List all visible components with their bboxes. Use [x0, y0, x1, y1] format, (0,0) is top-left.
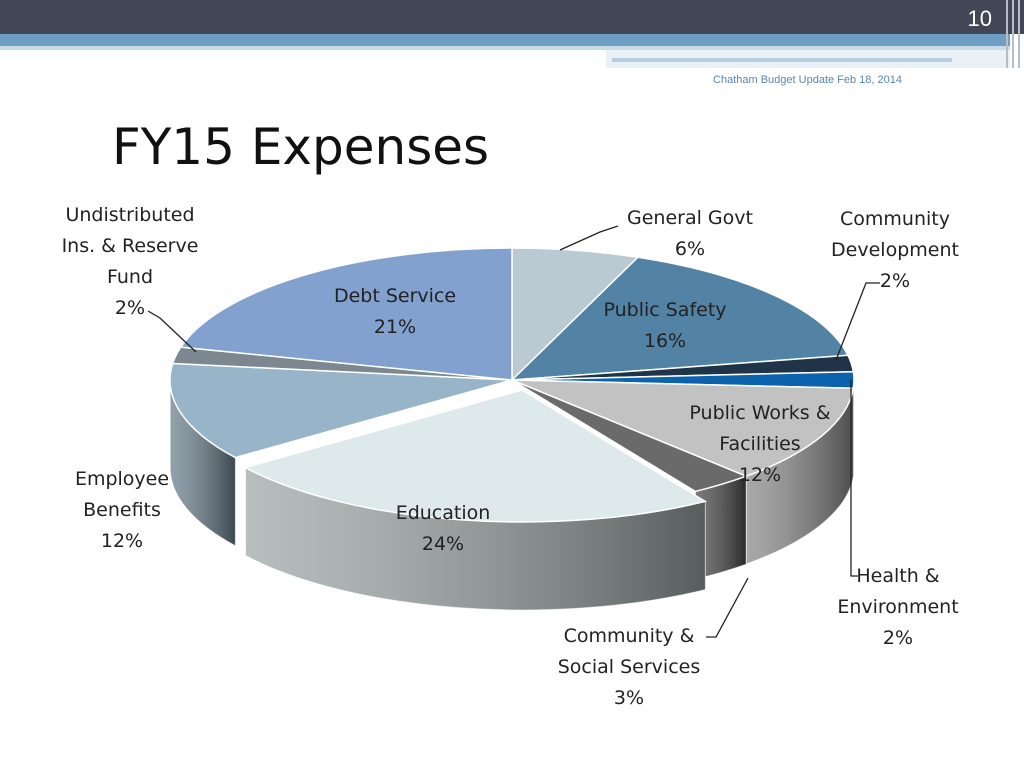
data-label-public-safety: Public Safety 16% [603, 299, 726, 352]
pie-slice-employee-benefits [169, 362, 513, 459]
data-label-community-development: Community Development 2% [831, 208, 959, 292]
pie-slice-community-and-social-services [511, 379, 749, 493]
leader-line-health-and-environment [850, 380, 858, 577]
slide-subtitle: Chatham Budget Update Feb 18, 2014 [713, 74, 902, 86]
pie-slice-public-safety [510, 256, 850, 381]
corner-rule [1006, 0, 1008, 68]
accent-band-stripe [612, 58, 952, 62]
data-label-general-govt: General Govt 6% [627, 207, 753, 260]
data-label-public-works-and-facilities: Public Works & Facilities 12% [689, 402, 830, 486]
data-label-health-and-environment: Health & Environment 2% [837, 565, 958, 649]
accent-band-pale [606, 50, 1010, 68]
leader-line-undistributed-ins-and-reserve-fund [147, 310, 197, 353]
header-bar [0, 0, 1024, 34]
data-label-debt-service: Debt Service 21% [334, 285, 456, 338]
slice-side-shade [245, 467, 706, 611]
data-label-education: Education 24% [396, 502, 491, 555]
leader-line-general-govt [559, 225, 619, 251]
data-label-undistributed-ins-and-reserve-fund: Undistributed Ins. & Reserve Fund 2% [62, 204, 199, 319]
slide-number: 10 [967, 6, 992, 31]
accent-band [0, 34, 1010, 46]
pie-slice-education [243, 389, 708, 523]
slide-title: FY15 Expenses [112, 118, 490, 176]
accent-band-light [0, 46, 1010, 50]
data-label-community-and-social-services: Community & Social Services 3% [558, 625, 701, 709]
pie-slice-general-govt [511, 247, 640, 382]
slice-side-shade [695, 476, 747, 580]
corner-rule [1018, 0, 1020, 68]
corner-rule [1012, 0, 1014, 68]
data-label-employee-benefits: Employee Benefits 12% [75, 468, 169, 552]
pie-slice-debt-service [179, 247, 513, 381]
leader-line-community-development [835, 282, 880, 361]
leader-line-community-and-social-services [706, 577, 749, 638]
